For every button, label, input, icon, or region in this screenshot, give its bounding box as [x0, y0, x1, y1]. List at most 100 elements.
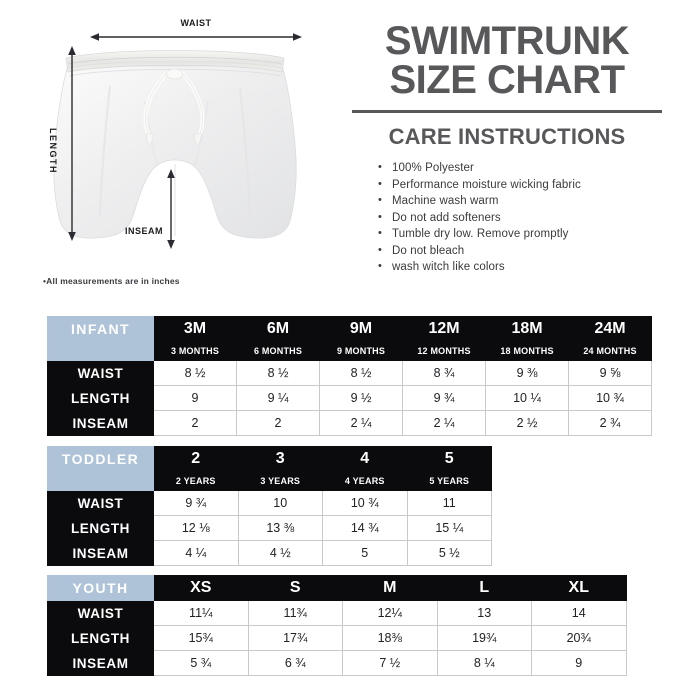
measurement-value: 9 ¾	[402, 385, 486, 411]
measurement-value: 2 ¾	[568, 410, 652, 436]
care-instruction-item: Machine wash warm	[378, 192, 662, 210]
measurement-value: 4 ½	[237, 540, 323, 566]
page-title-line2: SIZE CHART	[389, 58, 626, 103]
category-label: YOUTH	[47, 575, 154, 601]
measurement-value: 11¼	[153, 600, 249, 626]
size-table-toddler: TODDLER 2 3 4 5 2 YEARS 3 YEARS 4 YEARS 5 YEARS W…	[47, 446, 492, 566]
size-table-youth: YOUTH XS S M L XL WAIST 11¼ 11¾ 12¼ 13 14 LENGTH 15¾ 1…	[47, 575, 627, 676]
measurement-value: 7 ½	[342, 650, 438, 676]
measurement-value: 6 ¾	[247, 650, 343, 676]
measurement-value: 11¾	[247, 600, 343, 626]
size-header-cell: M	[342, 575, 438, 601]
size-header-cell: 24M	[568, 316, 652, 341]
category-spacer	[47, 340, 154, 361]
title-block: SWIMTRUNK SIZE CHART CARE INSTRUCTIONS 1…	[352, 19, 662, 276]
measurement-value: 2 ¼	[319, 410, 403, 436]
care-instruction-item: Do not add softeners	[378, 209, 662, 227]
table-header-row: YOUTH XS S M L XL	[47, 575, 627, 601]
care-instructions-list: 100% PolyesterPerformance moisture wicki…	[378, 159, 662, 276]
size-header-cell: 9M	[319, 316, 403, 341]
measurement-label: LENGTH	[47, 625, 154, 651]
measurement-value: 13 ⅜	[237, 515, 323, 541]
table-row: WAIST 9 ¾ 10 10 ¾ 11	[47, 490, 492, 516]
measurement-label: WAIST	[47, 360, 154, 386]
measurement-value: 4 ¼	[153, 540, 239, 566]
measurement-value: 17¾	[247, 625, 343, 651]
measurement-value: 9 ⅝	[568, 360, 652, 386]
size-sublabel-cell: 3 YEARS	[237, 470, 323, 491]
measurement-value: 2 ½	[485, 410, 569, 436]
measurement-value: 14 ¾	[322, 515, 408, 541]
measurement-value: 2	[236, 410, 320, 436]
table-row: LENGTH 15¾ 17¾ 18⅜ 19¾ 20¾	[47, 625, 627, 651]
length-label: LENGTH	[48, 128, 58, 174]
size-header-cell: 12M	[402, 316, 486, 341]
measurement-value: 11	[406, 490, 492, 516]
measurement-value: 12¼	[342, 600, 438, 626]
category-label: INFANT	[47, 316, 154, 341]
size-sublabel-cell: 2 YEARS	[153, 470, 239, 491]
measurement-value: 5	[322, 540, 408, 566]
measurement-value: 18⅜	[342, 625, 438, 651]
size-sublabel-cell: 9 MONTHS	[319, 340, 403, 361]
page-title: SWIMTRUNK SIZE CHART	[352, 19, 662, 103]
measurement-value: 5 ¾	[153, 650, 249, 676]
table-header-row: TODDLER 2 3 4 5	[47, 446, 492, 471]
size-header-cell: L	[436, 575, 532, 601]
length-dimension-arrow	[68, 46, 76, 241]
table-subheader-row: 3 MONTHS 6 MONTHS 9 MONTHS 12 MONTHS 18 MONT…	[47, 340, 652, 361]
size-sublabel-cell: 6 MONTHS	[236, 340, 320, 361]
size-header-cell: S	[247, 575, 343, 601]
measurement-value: 10 ¾	[322, 490, 408, 516]
measurement-value: 8 ¼	[436, 650, 532, 676]
category-spacer	[47, 470, 154, 491]
measurement-value: 10 ¼	[485, 385, 569, 411]
measurement-value: 15¾	[153, 625, 249, 651]
measurement-value: 8 ½	[319, 360, 403, 386]
category-label: TODDLER	[47, 446, 154, 471]
table-subheader-row: 2 YEARS 3 YEARS 4 YEARS 5 YEARS	[47, 470, 492, 491]
measurement-value: 9 ⅜	[485, 360, 569, 386]
page-title-line1: SWIMTRUNK	[384, 19, 630, 63]
measurement-value: 9 ½	[319, 385, 403, 411]
size-header-cell: 5	[406, 446, 492, 471]
measurement-footnote: •All measurements are in inches	[43, 276, 180, 286]
measurement-value: 20¾	[531, 625, 627, 651]
inseam-dimension-arrow	[167, 169, 175, 249]
size-sublabel-cell: 3 MONTHS	[153, 340, 237, 361]
measurement-label: WAIST	[47, 490, 154, 516]
measurement-label: WAIST	[47, 600, 154, 626]
size-header-cell: XS	[153, 575, 249, 601]
care-instructions-heading: CARE INSTRUCTIONS	[388, 124, 626, 150]
measurement-value: 5 ½	[406, 540, 492, 566]
size-sublabel-cell: 24 MONTHS	[568, 340, 652, 361]
size-header-cell: 3	[237, 446, 323, 471]
waist-dimension-arrow	[90, 33, 302, 41]
size-sublabel-cell: 4 YEARS	[322, 470, 408, 491]
size-header-cell: 3M	[153, 316, 237, 341]
measurement-value: 12 ⅛	[153, 515, 239, 541]
size-header-cell: 4	[322, 446, 408, 471]
size-header-cell: 2	[153, 446, 239, 471]
size-header-cell: 6M	[236, 316, 320, 341]
swimtrunk-image	[53, 50, 297, 239]
measurement-label: LENGTH	[47, 385, 154, 411]
inseam-label: INSEAM	[125, 226, 164, 236]
measurement-value: 9 ¼	[236, 385, 320, 411]
care-instruction-item: 100% Polyester	[378, 159, 662, 177]
table-row: WAIST 11¼ 11¾ 12¼ 13 14	[47, 600, 627, 626]
measurement-label: LENGTH	[47, 515, 154, 541]
measurement-value: 15 ¼	[406, 515, 492, 541]
measurement-value: 13	[436, 600, 532, 626]
table-header-row: INFANT 3M 6M 9M 12M 18M 24M	[47, 316, 652, 341]
title-divider	[352, 110, 662, 114]
care-instruction-item: Performance moisture wicking fabric	[378, 176, 662, 194]
size-sublabel-cell: 12 MONTHS	[402, 340, 486, 361]
measurement-value: 14	[531, 600, 627, 626]
